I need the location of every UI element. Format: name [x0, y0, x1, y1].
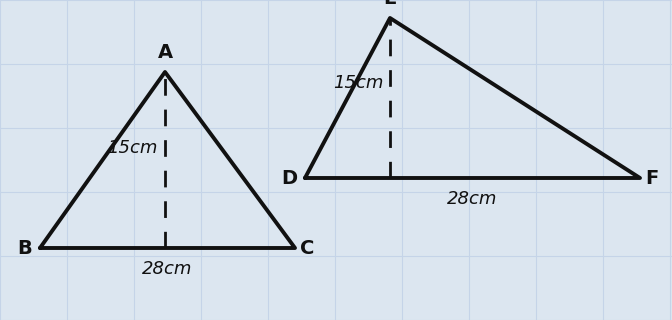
Text: 15cm: 15cm [333, 74, 384, 92]
Text: D: D [281, 169, 297, 188]
Text: 28cm: 28cm [448, 190, 498, 208]
Text: F: F [645, 169, 659, 188]
Text: C: C [300, 238, 314, 258]
Text: 28cm: 28cm [142, 260, 193, 278]
Text: A: A [157, 43, 173, 62]
Text: 15cm: 15cm [107, 139, 157, 157]
Text: E: E [383, 0, 396, 8]
Text: B: B [17, 238, 32, 258]
